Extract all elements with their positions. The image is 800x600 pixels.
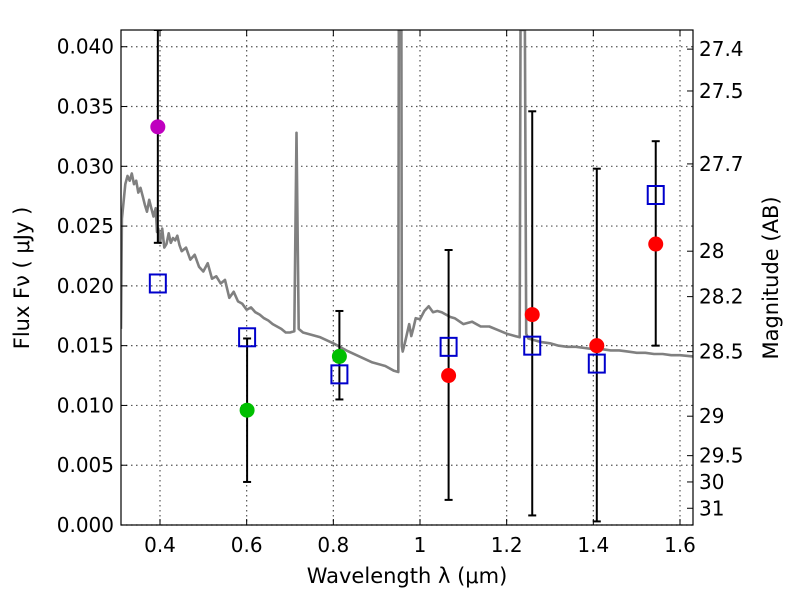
mag-tick-label: 28.5 <box>699 340 744 364</box>
x-tick-label: 0.4 <box>144 533 176 557</box>
observed-photometry-point <box>441 368 457 384</box>
model-photometry-square <box>646 185 665 205</box>
model-photometry-square <box>148 273 167 294</box>
observed-photometry-point <box>150 119 166 135</box>
y-tick-label: 0.025 <box>57 214 114 238</box>
observed-photometry-point <box>648 236 664 252</box>
model-photometry-square <box>523 335 542 356</box>
mag-tick-label: 30 <box>699 470 724 494</box>
x-tick-label: 0.6 <box>231 533 263 557</box>
observed-photometry-point <box>239 402 255 418</box>
grid <box>121 30 693 526</box>
x-tick-label: 1.6 <box>664 533 696 557</box>
y-tick-label: 0.015 <box>57 334 114 358</box>
y-tick-label: 0.035 <box>57 95 114 119</box>
mag-tick-label: 27.4 <box>699 37 744 61</box>
mag-tick-label: 29 <box>699 404 724 428</box>
observed-photometry-point <box>524 307 540 323</box>
x-tick-label: 1.4 <box>577 533 609 557</box>
sed-line <box>121 30 693 374</box>
model-photometry-square <box>238 327 257 348</box>
model-photometry-square <box>439 336 458 357</box>
x-tick-label: 0.8 <box>317 533 349 557</box>
y-tick-label: 0.000 <box>57 513 114 537</box>
observed-photometry-point <box>589 338 605 354</box>
mag-tick-label: 27.7 <box>699 152 744 176</box>
mag-tick-label: 27.5 <box>699 79 744 103</box>
y2-axis-title: Magnitude (AB) <box>759 196 783 359</box>
mag-tick-label: 28 <box>699 239 724 263</box>
plot-frame <box>120 29 694 526</box>
y-tick-label: 0.030 <box>57 154 114 178</box>
y-tick-label: 0.010 <box>57 393 114 417</box>
x-tick-label: 1.2 <box>491 533 523 557</box>
y-axis-title: Flux Fν ( μJy ) <box>10 207 34 350</box>
plot-area <box>121 30 693 523</box>
observed-photometry-point <box>331 348 347 364</box>
mag-tick-label: 31 <box>699 496 724 520</box>
model-photometry-square <box>330 364 349 385</box>
axis-ticks: 0.4 0.6 0.8 1 1.2 1.4 1.6 0.000 0.005 0.010 0.015 0… <box>57 30 744 557</box>
mag-tick-label: 28.2 <box>699 285 744 309</box>
x-axis-title: Wavelength λ (μm) <box>307 564 508 588</box>
y-tick-label: 0.040 <box>57 35 114 59</box>
y-tick-label: 0.005 <box>57 453 114 477</box>
model-photometry-square <box>587 353 606 374</box>
y-tick-label: 0.020 <box>57 274 114 298</box>
x-tick-label: 1 <box>414 533 427 557</box>
mag-tick-label: 29.5 <box>699 444 744 468</box>
